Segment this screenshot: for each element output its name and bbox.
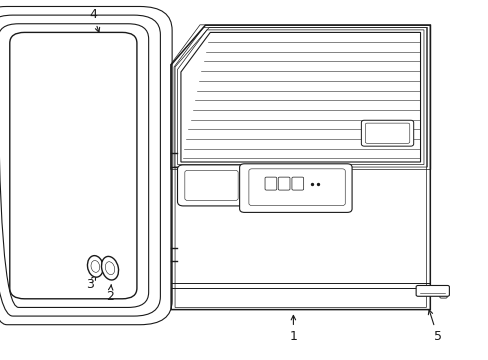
FancyBboxPatch shape — [184, 170, 238, 201]
FancyBboxPatch shape — [439, 286, 447, 298]
Text: 3: 3 — [86, 275, 96, 291]
Text: 1: 1 — [289, 315, 297, 343]
Ellipse shape — [105, 262, 115, 275]
FancyBboxPatch shape — [361, 120, 413, 146]
FancyBboxPatch shape — [278, 177, 289, 190]
FancyBboxPatch shape — [365, 123, 409, 143]
FancyBboxPatch shape — [239, 164, 351, 212]
FancyBboxPatch shape — [248, 169, 345, 206]
FancyBboxPatch shape — [415, 285, 448, 296]
Ellipse shape — [102, 256, 118, 280]
Text: 4: 4 — [89, 8, 100, 32]
Text: 5: 5 — [427, 310, 441, 343]
Text: 2: 2 — [106, 285, 114, 303]
Polygon shape — [181, 32, 420, 162]
FancyBboxPatch shape — [264, 177, 276, 190]
FancyBboxPatch shape — [177, 165, 245, 206]
Ellipse shape — [87, 256, 103, 277]
FancyBboxPatch shape — [291, 177, 303, 190]
FancyBboxPatch shape — [10, 32, 137, 299]
Ellipse shape — [91, 261, 100, 272]
